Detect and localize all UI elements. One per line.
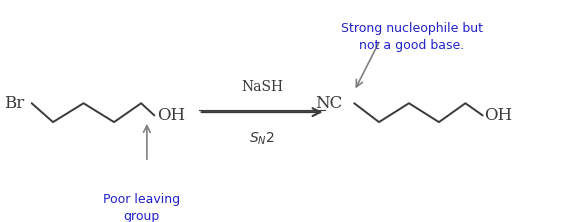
Text: $S_N2$: $S_N2$ <box>249 131 275 147</box>
Text: Poor leaving
group: Poor leaving group <box>103 193 180 222</box>
Text: NC: NC <box>316 95 343 112</box>
Text: NaSH: NaSH <box>241 80 283 94</box>
Text: OH: OH <box>484 107 512 124</box>
Text: OH: OH <box>157 107 185 124</box>
Text: Strong nucleophile but
not a good base.: Strong nucleophile but not a good base. <box>341 22 483 52</box>
Text: Br: Br <box>4 95 24 112</box>
